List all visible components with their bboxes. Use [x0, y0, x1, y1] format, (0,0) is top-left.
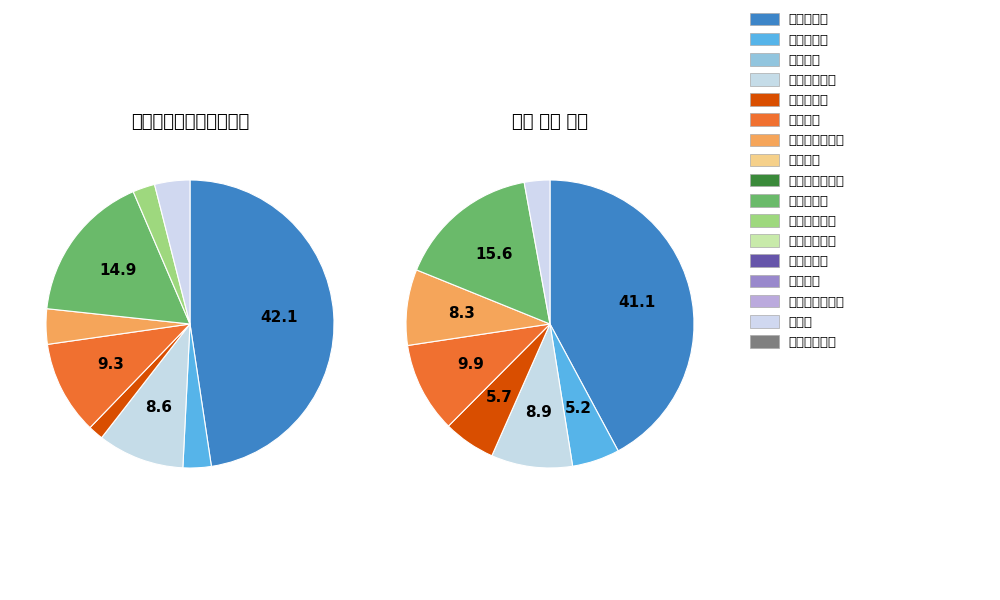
Wedge shape: [133, 184, 190, 324]
Text: 8.9: 8.9: [525, 405, 552, 420]
Text: 5.2: 5.2: [565, 401, 592, 416]
Wedge shape: [448, 324, 550, 456]
Text: 42.1: 42.1: [260, 310, 298, 325]
Wedge shape: [524, 180, 550, 324]
Wedge shape: [550, 324, 618, 466]
Wedge shape: [155, 180, 190, 324]
Text: 41.1: 41.1: [618, 295, 655, 310]
Text: 9.9: 9.9: [457, 357, 484, 372]
Legend: ストレート, ツーシーム, シュート, カットボール, スプリット, フォーク, チェンジアップ, シンカー, 高速スライダー, スライダー, 縦スライダー, : ストレート, ツーシーム, シュート, カットボール, スプリット, フォーク,…: [750, 13, 844, 349]
Wedge shape: [190, 180, 334, 466]
Title: 鈴木 大地 選手: 鈴木 大地 選手: [512, 113, 588, 131]
Wedge shape: [406, 270, 550, 346]
Wedge shape: [46, 308, 190, 344]
Wedge shape: [102, 324, 190, 468]
Wedge shape: [408, 324, 550, 426]
Wedge shape: [417, 182, 550, 324]
Wedge shape: [47, 191, 190, 324]
Wedge shape: [183, 324, 211, 468]
Text: 5.7: 5.7: [486, 390, 513, 405]
Text: 14.9: 14.9: [99, 263, 137, 278]
Text: 8.3: 8.3: [448, 306, 475, 321]
Wedge shape: [550, 180, 694, 451]
Text: 8.6: 8.6: [145, 400, 172, 415]
Wedge shape: [90, 324, 190, 437]
Wedge shape: [492, 324, 573, 468]
Wedge shape: [47, 324, 190, 428]
Text: 9.3: 9.3: [97, 357, 124, 372]
Text: 15.6: 15.6: [475, 247, 512, 262]
Title: パ・リーグ全プレイヤー: パ・リーグ全プレイヤー: [131, 113, 249, 131]
